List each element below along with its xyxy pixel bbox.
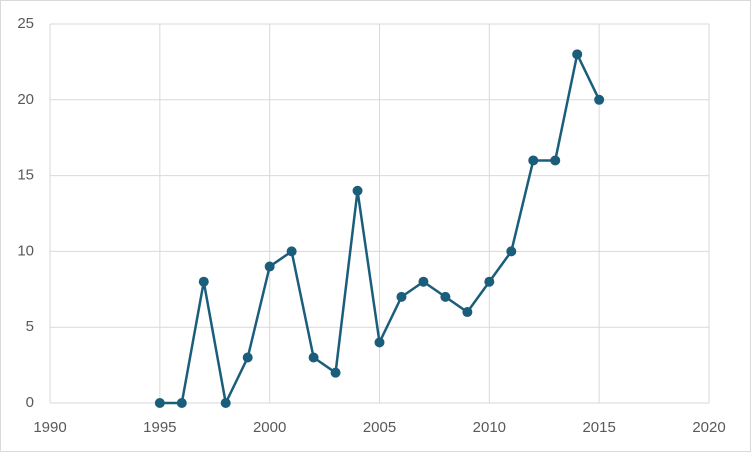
data-point [352,185,363,196]
data-point [154,398,165,408]
data-point [220,398,231,408]
data-point [528,155,539,166]
y-tick-label: 10 [17,242,34,259]
x-tick-label: 2015 [582,419,615,436]
data-point [176,398,187,408]
y-tick-label: 20 [17,91,34,108]
data-point [484,276,495,287]
y-tick-label: 25 [17,15,34,32]
data-point [572,49,583,60]
x-tick-label: 2020 [692,419,725,436]
data-point [374,337,385,348]
data-point [330,367,341,378]
data-point [550,155,561,166]
x-tick-label: 1995 [143,419,176,436]
data-point [198,276,209,287]
x-tick-label: 2000 [253,419,286,436]
data-point [242,352,253,363]
x-tick-label: 2010 [473,419,506,436]
x-tick-label: 2005 [363,419,396,436]
y-tick-label: 15 [17,167,34,184]
data-point [440,291,451,302]
data-point [396,291,407,302]
data-point [506,246,517,257]
data-point [418,276,429,287]
y-tick-label: 5 [26,318,34,335]
data-point [308,352,319,363]
y-tick-label: 0 [26,394,34,411]
data-point [286,246,297,257]
data-point [594,94,605,105]
data-point [264,261,275,272]
data-point [462,307,473,318]
x-tick-label: 1990 [33,419,66,436]
